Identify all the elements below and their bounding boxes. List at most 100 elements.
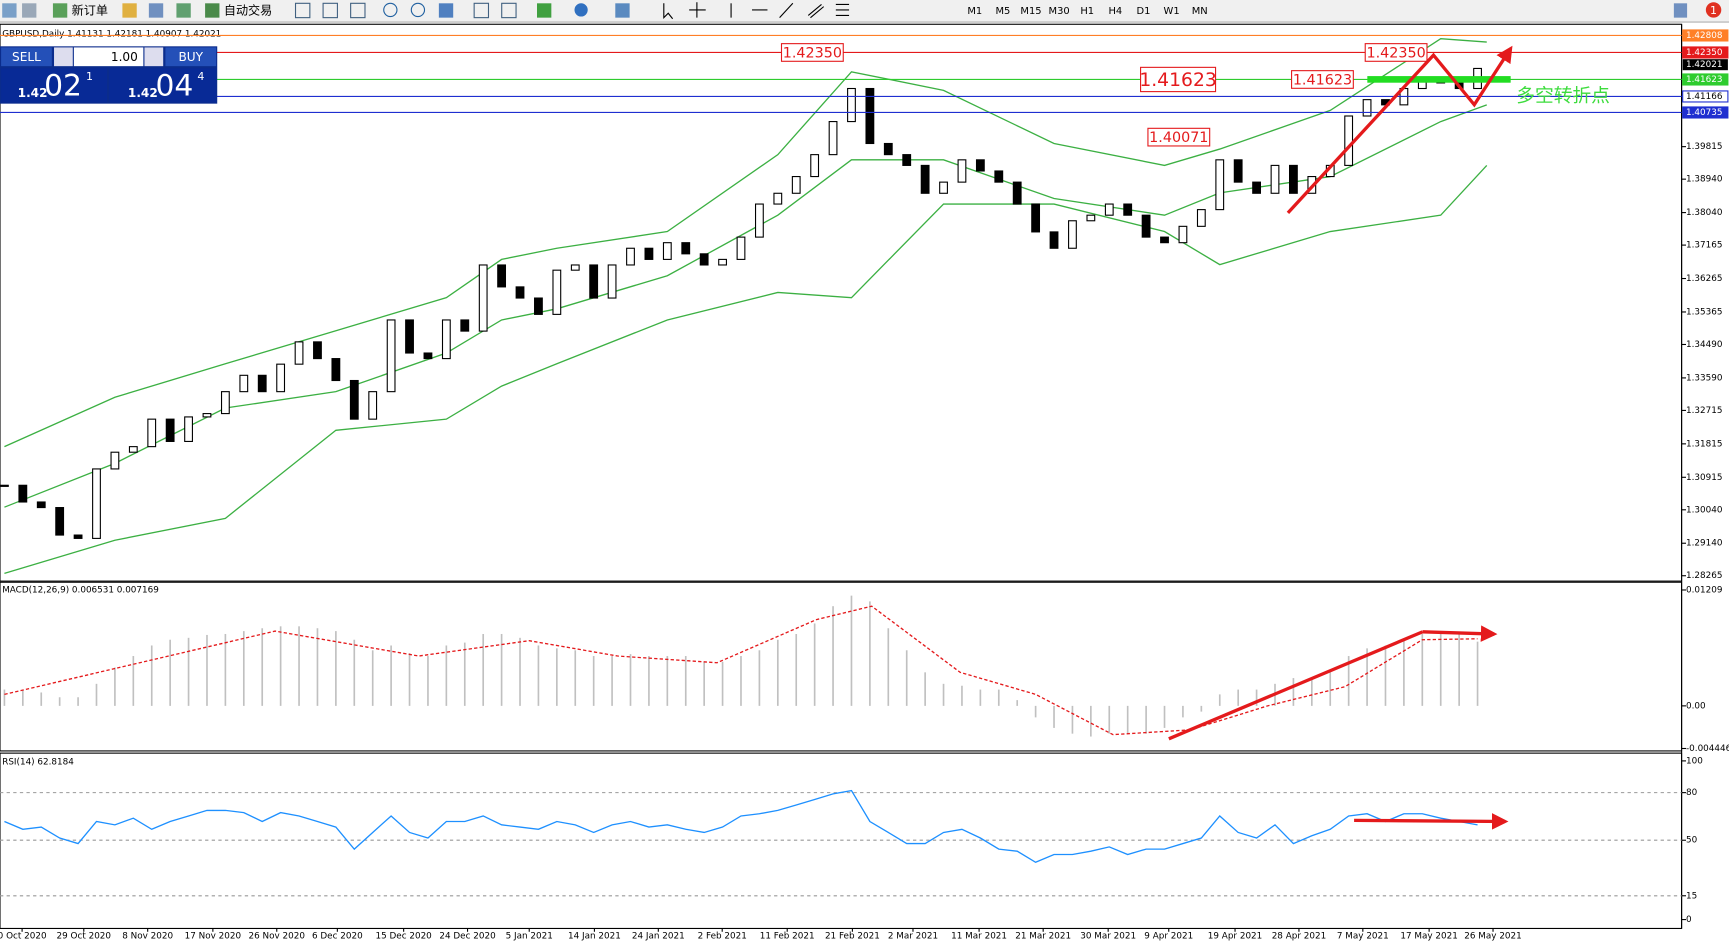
y-tick-label: 1.31815	[1686, 439, 1722, 449]
candle	[1344, 115, 1354, 166]
lot-down[interactable]	[54, 47, 73, 67]
icon[interactable]	[438, 3, 454, 18]
candle	[220, 391, 230, 415]
x-tick-label: 9 Apr 2021	[1144, 932, 1193, 942]
icon[interactable]	[473, 2, 490, 19]
x-tick-label: 8 Nov 2020	[122, 932, 173, 942]
x-tick-label: 2 Mar 2021	[888, 932, 938, 942]
ask-box[interactable]	[109, 68, 217, 103]
icon[interactable]	[501, 2, 517, 19]
sell-button[interactable]	[1, 47, 52, 67]
candle	[607, 264, 617, 299]
price-annotation: 1.42350	[783, 46, 842, 62]
bid-pip: 1	[86, 70, 93, 83]
candle	[1068, 220, 1077, 249]
icon[interactable]	[122, 3, 137, 18]
icon[interactable]	[350, 2, 366, 19]
y-tick-label: 1.38040	[1686, 208, 1723, 218]
candle	[441, 319, 451, 360]
icon[interactable]	[205, 3, 220, 18]
candle	[1086, 214, 1096, 222]
timeframe-button[interactable]: M30	[1049, 6, 1070, 17]
candle	[1123, 203, 1133, 216]
bid-box[interactable]	[1, 68, 107, 103]
candle	[92, 468, 101, 539]
drawn-arrow	[1354, 813, 1509, 830]
candle	[754, 203, 764, 238]
icon[interactable]	[322, 2, 338, 19]
icon[interactable]	[663, 3, 674, 20]
candle	[1160, 236, 1169, 244]
candle	[810, 154, 820, 178]
candle	[644, 247, 654, 260]
icon[interactable]	[148, 3, 164, 18]
auto-trading-button[interactable]: 自动交易	[224, 3, 272, 18]
timeframe-button[interactable]: M1	[967, 6, 982, 17]
icon[interactable]	[689, 2, 706, 18]
candle	[128, 446, 138, 453]
icon[interactable]	[52, 3, 68, 18]
lot-input[interactable]	[73, 47, 144, 67]
candle	[699, 253, 709, 266]
y-tick-label: 1.32715	[1686, 406, 1722, 416]
x-tick-label: 7 May 2021	[1337, 932, 1389, 942]
candle	[515, 286, 525, 299]
x-tick-label: 17 May 2021	[1400, 932, 1457, 942]
price-level-label: 1.41166	[1686, 92, 1723, 102]
icon[interactable]	[2, 3, 17, 18]
lot-up[interactable]	[144, 47, 164, 67]
price-annotation-box	[1291, 70, 1354, 89]
candle	[1031, 203, 1041, 233]
icon[interactable]	[835, 3, 850, 16]
icon[interactable]	[537, 3, 552, 18]
candle	[1215, 159, 1225, 211]
bid-digits: 02	[44, 69, 82, 104]
timeframe-button[interactable]: MN	[1192, 6, 1208, 17]
notification-badge[interactable]	[1705, 2, 1722, 18]
timeframe-button[interactable]: W1	[1164, 6, 1180, 17]
price-level-label: 1.42808	[1686, 31, 1722, 41]
candle	[147, 418, 157, 448]
y-tick-label: -0.004446	[1686, 744, 1729, 754]
icon[interactable]	[410, 2, 426, 18]
indicator-title: MACD(12,26,9) 0.006531 0.007169	[2, 585, 159, 595]
candle	[1178, 225, 1188, 244]
icon[interactable]	[22, 3, 37, 18]
timeframe-button[interactable]: M15	[1020, 6, 1041, 17]
icon[interactable]	[1673, 3, 1688, 18]
new-order-button[interactable]: 新订单	[72, 3, 108, 18]
icon[interactable]	[294, 2, 311, 19]
candle	[920, 164, 930, 194]
timeframe-button[interactable]: H1	[1080, 6, 1094, 17]
icon[interactable]	[574, 3, 588, 17]
x-tick-label: 0 Oct 2020	[0, 932, 47, 942]
drawn-arrow	[1286, 45, 1513, 214]
icon[interactable]	[176, 3, 191, 18]
icon[interactable]	[383, 2, 398, 18]
candle	[828, 121, 838, 156]
icon[interactable]	[779, 2, 794, 19]
candle	[865, 87, 875, 145]
candle	[165, 418, 175, 442]
candle	[847, 87, 856, 123]
y-tick-label: 1.36265	[1686, 274, 1722, 284]
candle	[386, 319, 396, 393]
icon[interactable]	[615, 3, 630, 18]
candle	[497, 264, 507, 288]
x-tick-label: 11 Feb 2021	[760, 932, 815, 942]
y-tick-label: 1.28265	[1686, 571, 1722, 581]
candle	[423, 352, 433, 360]
timeframe-button[interactable]: M5	[995, 6, 1010, 17]
notification-count: 1	[1710, 4, 1717, 17]
price-annotation: 1.42350	[1366, 46, 1425, 62]
candle	[184, 416, 193, 442]
candle	[994, 170, 1004, 183]
timeframe-button[interactable]: D1	[1137, 6, 1151, 17]
buy-button[interactable]	[165, 47, 217, 67]
timeframe-button[interactable]: H4	[1108, 6, 1122, 17]
bid-prefix: 1.42	[18, 86, 48, 100]
candle	[1049, 231, 1059, 249]
icon[interactable]	[807, 3, 825, 19]
x-tick-label: 21 Feb 2021	[825, 932, 880, 942]
